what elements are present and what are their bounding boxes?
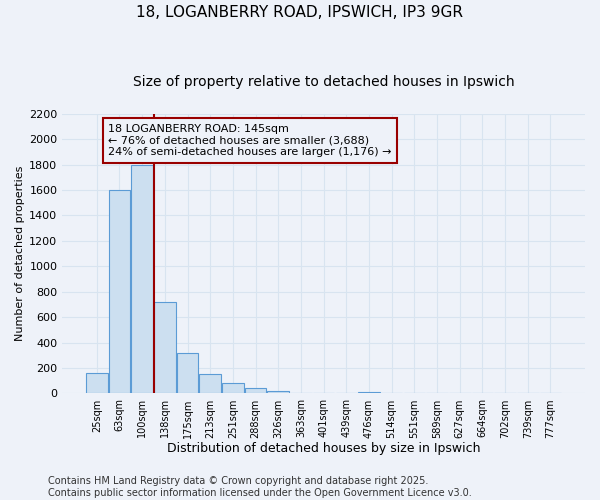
Bar	[86, 373, 107, 394]
Bar	[268, 391, 289, 394]
Bar	[131, 164, 153, 394]
Text: 18 LOGANBERRY ROAD: 145sqm
← 76% of detached houses are smaller (3,688)
24% of s: 18 LOGANBERRY ROAD: 145sqm ← 76% of deta…	[108, 124, 392, 157]
Bar	[199, 374, 221, 394]
Bar	[177, 353, 199, 394]
Bar	[358, 392, 380, 394]
Bar	[154, 302, 176, 394]
X-axis label: Distribution of detached houses by size in Ipswich: Distribution of detached houses by size …	[167, 442, 481, 455]
Text: 18, LOGANBERRY ROAD, IPSWICH, IP3 9GR: 18, LOGANBERRY ROAD, IPSWICH, IP3 9GR	[137, 5, 464, 20]
Y-axis label: Number of detached properties: Number of detached properties	[15, 166, 25, 342]
Bar	[222, 382, 244, 394]
Text: Contains HM Land Registry data © Crown copyright and database right 2025.
Contai: Contains HM Land Registry data © Crown c…	[48, 476, 472, 498]
Bar	[109, 190, 130, 394]
Bar	[245, 388, 266, 394]
Title: Size of property relative to detached houses in Ipswich: Size of property relative to detached ho…	[133, 75, 514, 89]
